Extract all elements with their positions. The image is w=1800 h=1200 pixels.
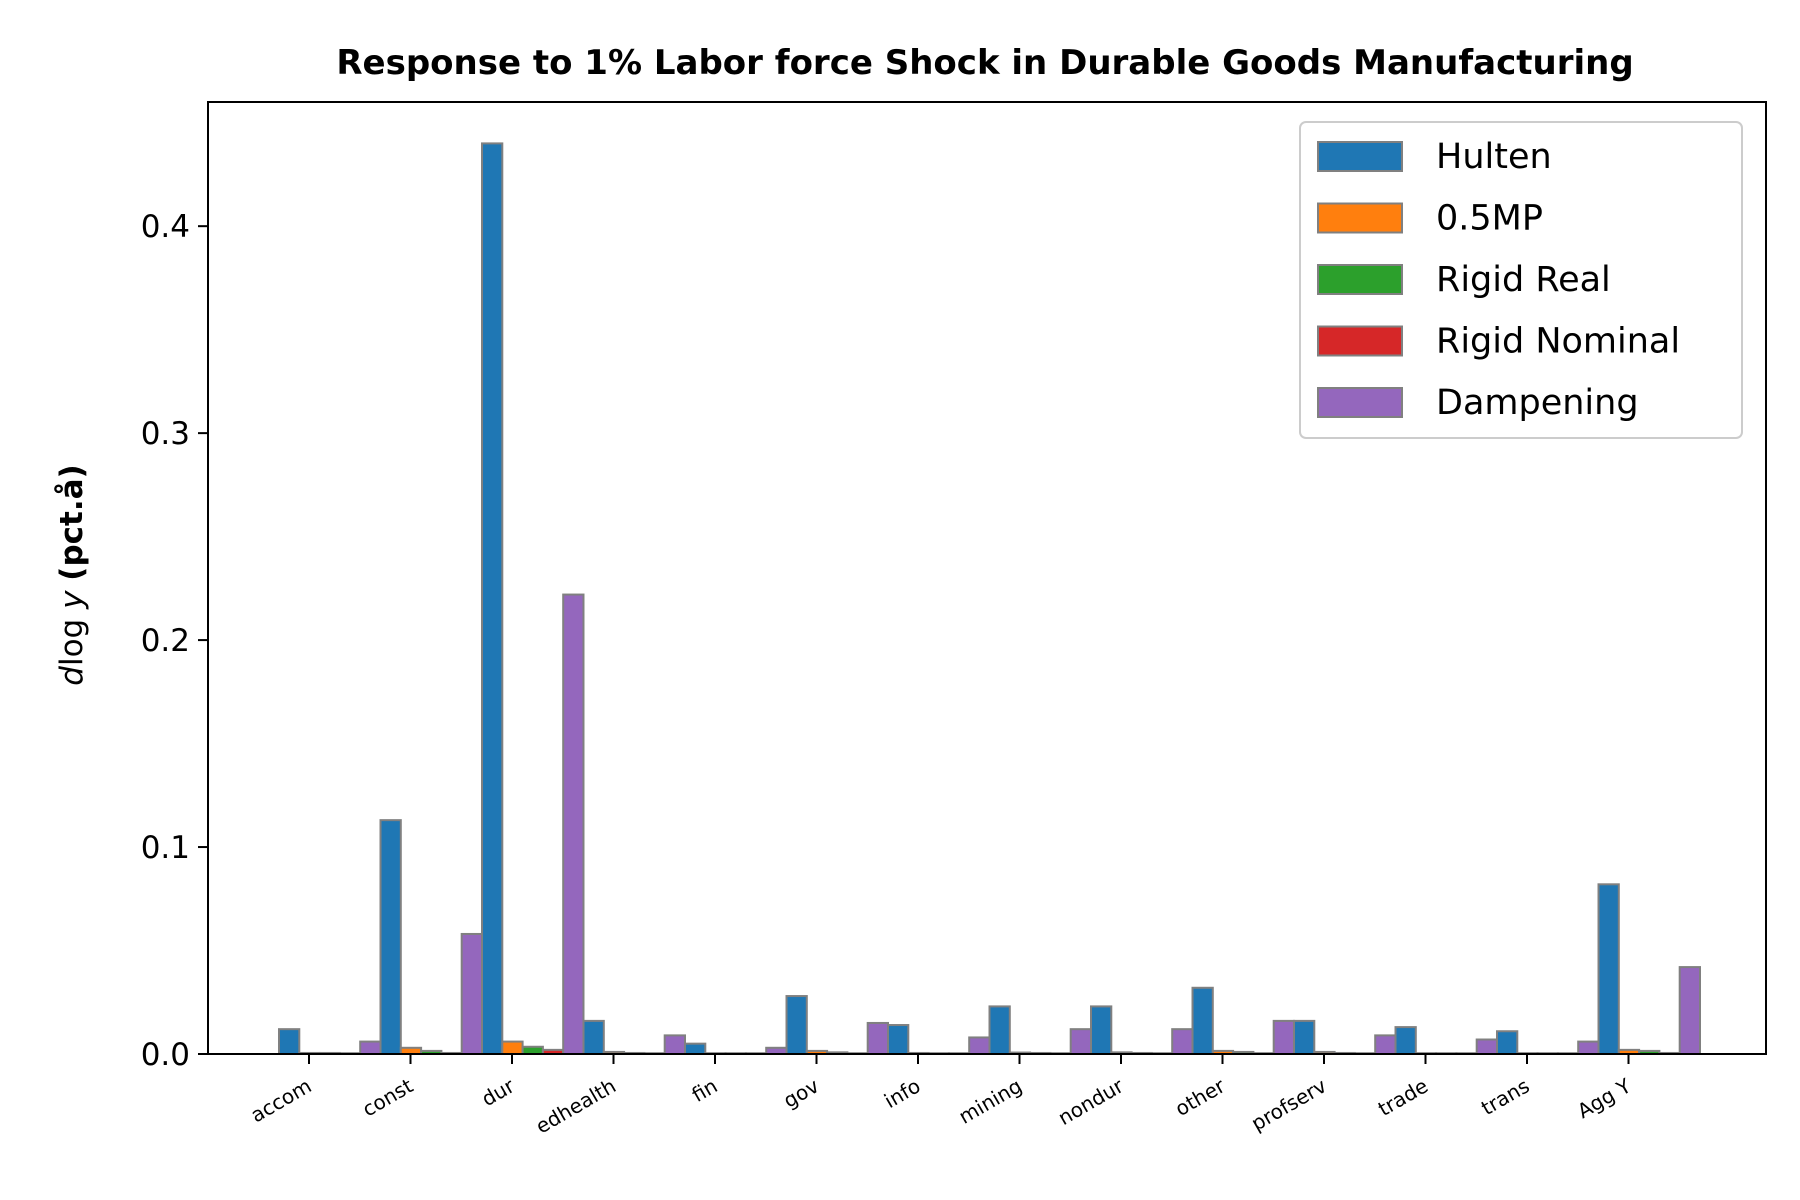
bar-hulten-nondur [1090,1005,1113,1056]
bar-hulten-mining [988,1005,1011,1056]
legend-swatch [1317,325,1403,357]
chart-title: Response to 1% Labor force Shock in Dura… [336,43,1633,83]
bar-dampening-dur [562,593,585,1055]
bar-hulten-gov [785,995,808,1056]
y-tick-label: 0.1 [141,830,190,866]
bar-dampening-const [460,932,484,1055]
legend-swatch [1317,141,1403,172]
x-tick-label: other [1171,1073,1230,1121]
bar-hulten-fin [684,1042,707,1056]
y-axis: 0.0 0.1 0.2 0.3 0.4 [141,209,208,1073]
svg-text:dlog y (pct.å): dlog y (pct.å) [54,464,90,685]
legend-label: Hulten [1436,137,1552,177]
bar-dampening-info [968,1036,991,1056]
x-tick-label: dur [477,1073,519,1111]
x-tick-label: gov [779,1073,823,1112]
legend-swatch [1317,264,1403,295]
legend-label: Rigid Real [1436,260,1611,300]
x-tick-label: fin [688,1074,722,1107]
legend-swatch [1317,387,1403,418]
y-axis-label: dlog y (pct.å) [54,464,90,685]
bar-hulten-agg-y [1597,883,1620,1055]
bar-dampening-mining [1069,1028,1092,1055]
x-tick-label: nondur [1054,1073,1128,1130]
legend: Hulten 0.5MP Rigid Real Rigid Nominal Dampen… [1299,121,1743,439]
x-tick-label: info [880,1074,924,1114]
x-tick-label: trans [1477,1074,1534,1120]
bars-layer [278,142,1701,1056]
bar-dampening-other [1272,1019,1295,1056]
legend-swatch [1317,202,1403,234]
x-axis: accom const dur edhealth fin gov info mining non… [246,1054,1636,1139]
legend-box [1299,121,1743,439]
x-tick-label: Agg Y [1573,1073,1636,1123]
plot-frame [207,101,1767,1055]
bar-hulten-trans [1496,1030,1519,1055]
bar-hulten-trade [1394,1026,1417,1056]
bar-hulten-edhealth [582,1019,605,1056]
bar-dampening-trade [1475,1038,1498,1056]
bar-hulten-info [887,1024,910,1056]
x-tick-label: profserv [1247,1073,1331,1135]
y-tick-label: 0.3 [141,416,190,452]
legend-label: 0.5MP [1436,199,1543,239]
bar-hulten-other [1191,986,1214,1056]
y-tick-label: 0.2 [141,623,190,659]
legend-label: Rigid Nominal [1436,322,1680,362]
bar-hulten-dur [481,142,504,1056]
bar-hulten-const [379,819,402,1056]
bar-rigid-real-dur [521,1045,544,1055]
x-tick-label: accom [246,1074,315,1128]
bar-dampening-profserv [1374,1034,1397,1055]
bar-hulten-accom [278,1028,301,1055]
bar-dampening-edhealth [663,1034,687,1055]
bar-dampening-trans [1577,1040,1600,1056]
legend-label: Dampening [1436,383,1639,423]
x-tick-label: trade [1374,1074,1432,1121]
x-tick-label: const [358,1073,417,1121]
y-tick-label: 0.0 [141,1037,190,1073]
y-tick-label: 0.4 [141,209,190,245]
bar-dampening-agg-y [1678,966,1701,1055]
bar-dampening-gov [866,1021,890,1056]
x-tick-label: mining [955,1074,1026,1129]
x-tick-label: edhealth [532,1074,620,1139]
y-axis-label-unit: (pct.å) [54,464,90,580]
bar-0-5mp-dur [501,1040,524,1056]
bar-dampening-nondur [1171,1028,1194,1055]
bar-dampening-accom [359,1040,382,1056]
bar-hulten-profserv [1293,1019,1316,1056]
